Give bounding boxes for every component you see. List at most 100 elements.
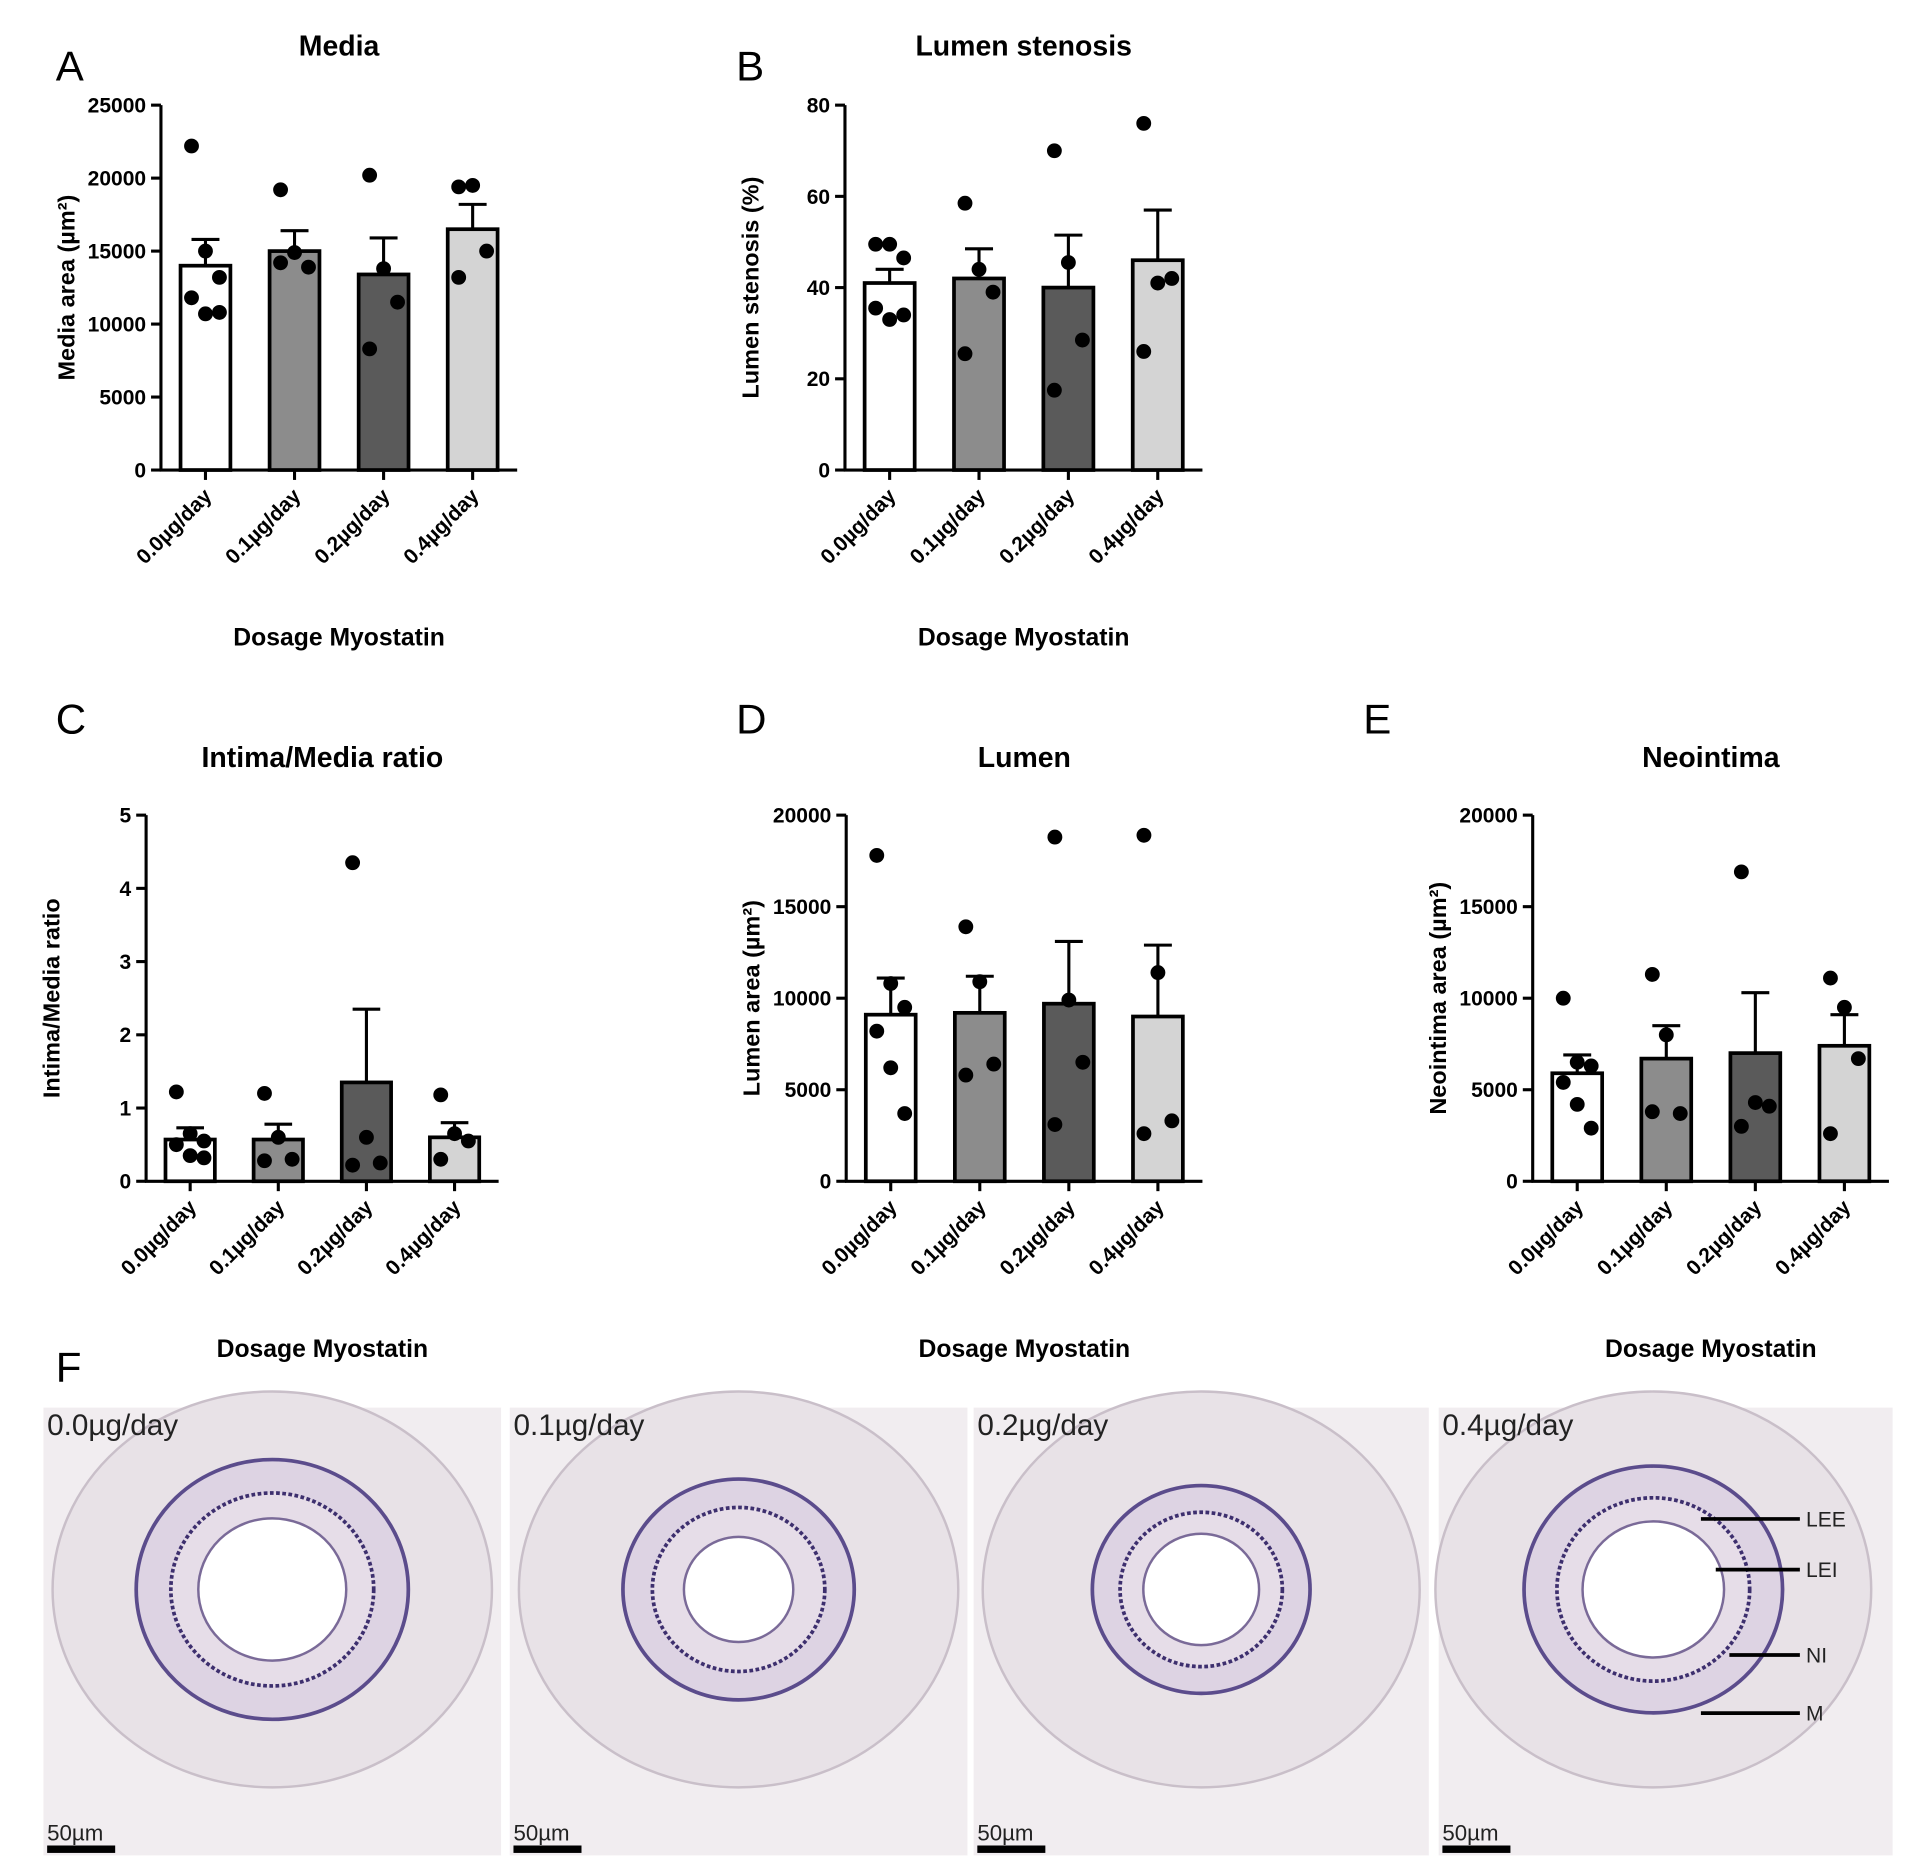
y-axis-title: Lumen stenosis (%) — [737, 177, 763, 399]
data-point — [184, 290, 199, 306]
x-tick-label: 0.1µg/day — [906, 1196, 991, 1281]
data-point — [896, 307, 912, 323]
x-tick-label: 0.1µg/day — [221, 484, 306, 569]
bar — [1131, 1014, 1185, 1184]
data-point — [1047, 829, 1063, 845]
y-axis-title: Neointima area (µm²) — [1425, 882, 1451, 1115]
panel-label: C — [56, 695, 86, 742]
image-dose-label: 0.1µg/day — [513, 1409, 644, 1442]
data-point — [1136, 344, 1152, 359]
data-point — [433, 1151, 449, 1167]
scale-bar-label: 50µm — [1442, 1821, 1498, 1846]
y-tick-label: 0 — [120, 1171, 132, 1194]
data-point — [897, 999, 913, 1015]
bar — [952, 276, 1006, 472]
data-point — [1046, 382, 1062, 398]
data-point — [985, 284, 1001, 300]
data-point — [1569, 1096, 1585, 1112]
data-point — [196, 1133, 212, 1149]
data-point — [957, 346, 973, 362]
data-point — [460, 1133, 476, 1149]
y-tick-label: 10000 — [88, 313, 146, 336]
x-tick-label: 0.1µg/day — [1593, 1196, 1678, 1281]
data-point — [868, 236, 884, 252]
panel-label: B — [736, 42, 764, 89]
data-point — [1761, 1098, 1777, 1114]
panel-label: A — [56, 42, 84, 89]
data-point — [1047, 1117, 1063, 1132]
x-axis-title: Dosage Myostatin — [1605, 1336, 1817, 1363]
bar — [1130, 258, 1185, 472]
x-tick-label: 0.0µg/day — [816, 484, 901, 569]
data-point — [270, 1129, 286, 1145]
data-point — [451, 269, 467, 285]
data-point — [1150, 275, 1166, 291]
data-point — [1672, 1106, 1688, 1121]
chart-title: Neointima — [1642, 742, 1780, 774]
x-tick-label: 0.2µg/day — [995, 484, 1080, 569]
data-point — [362, 167, 378, 183]
y-tick-label: 20000 — [773, 805, 831, 828]
bar — [267, 249, 322, 472]
y-axis-title: Lumen area (µm²) — [739, 900, 765, 1096]
chart-title: Lumen stenosis — [915, 31, 1132, 63]
x-axis-title: Dosage Myostatin — [217, 1336, 429, 1363]
data-point — [1747, 1095, 1763, 1110]
x-tick-label: 0.4µg/day — [399, 484, 484, 569]
x-tick-label: 0.2µg/day — [310, 484, 395, 569]
vessel-lumen — [1581, 1520, 1726, 1659]
data-point — [1836, 999, 1852, 1015]
data-point — [883, 1060, 899, 1076]
data-point — [1136, 827, 1152, 843]
data-point — [868, 300, 884, 316]
data-point — [390, 294, 405, 310]
x-tick-label: 0.0µg/day — [817, 1196, 902, 1281]
scale-bar-label: 50µm — [513, 1821, 569, 1846]
bar — [1041, 285, 1096, 472]
data-point — [1060, 255, 1076, 270]
vessel-lumen — [197, 1517, 348, 1662]
y-tick-label: 40 — [807, 277, 830, 300]
x-tick-label: 0.2µg/day — [1682, 1196, 1767, 1281]
y-tick-label: 5000 — [785, 1079, 832, 1102]
y-tick-label: 0 — [818, 459, 830, 482]
x-tick-label: 0.4µg/day — [381, 1196, 466, 1281]
panel-label: D — [736, 695, 766, 742]
annotation-label: NI — [1806, 1644, 1827, 1667]
data-point — [1136, 1126, 1152, 1142]
data-point — [345, 1157, 361, 1173]
y-tick-label: 80 — [807, 95, 830, 118]
y-tick-label: 0 — [820, 1171, 832, 1194]
data-point — [1061, 992, 1077, 1008]
y-axis-title: Intima/Media ratio — [39, 898, 65, 1098]
y-tick-label: 5000 — [1471, 1079, 1518, 1102]
chart-title: Lumen — [978, 742, 1071, 774]
data-point — [168, 1084, 184, 1100]
data-point — [257, 1085, 272, 1101]
data-point — [345, 855, 361, 871]
data-point — [958, 919, 974, 935]
data-point — [273, 182, 288, 198]
data-point — [986, 1056, 1002, 1072]
data-point — [182, 1126, 198, 1142]
scale-bar — [47, 1845, 116, 1853]
x-tick-label: 0.2µg/day — [293, 1196, 378, 1281]
vessel-lumen — [682, 1535, 795, 1644]
data-point — [1569, 1054, 1585, 1070]
data-point — [1555, 1074, 1571, 1090]
y-tick-label: 4 — [120, 878, 132, 901]
y-tick-label: 10000 — [773, 988, 831, 1011]
y-tick-label: 2 — [120, 1024, 132, 1047]
y-tick-label: 1 — [120, 1097, 132, 1120]
data-point — [1136, 115, 1152, 131]
y-tick-label: 20000 — [1459, 805, 1517, 828]
data-point — [362, 341, 378, 357]
data-point — [1733, 1118, 1749, 1134]
data-point — [479, 243, 495, 259]
data-point — [1733, 864, 1749, 880]
annotation-label: LEI — [1806, 1559, 1838, 1582]
scale-bar-label: 50µm — [47, 1821, 103, 1846]
bar — [1042, 1001, 1096, 1184]
